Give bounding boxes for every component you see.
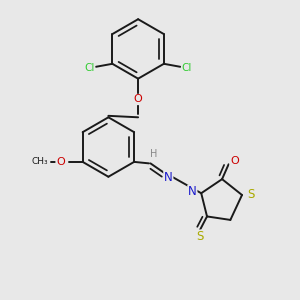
Text: Cl: Cl	[84, 63, 94, 73]
Text: Cl: Cl	[182, 63, 192, 73]
Text: N: N	[164, 171, 173, 184]
Text: CH₃: CH₃	[32, 158, 49, 166]
Text: O: O	[230, 156, 239, 166]
Text: O: O	[134, 94, 142, 104]
Text: S: S	[248, 188, 255, 202]
Text: N: N	[188, 185, 197, 198]
Text: S: S	[196, 230, 203, 243]
Text: O: O	[56, 157, 65, 167]
Text: H: H	[150, 149, 157, 160]
